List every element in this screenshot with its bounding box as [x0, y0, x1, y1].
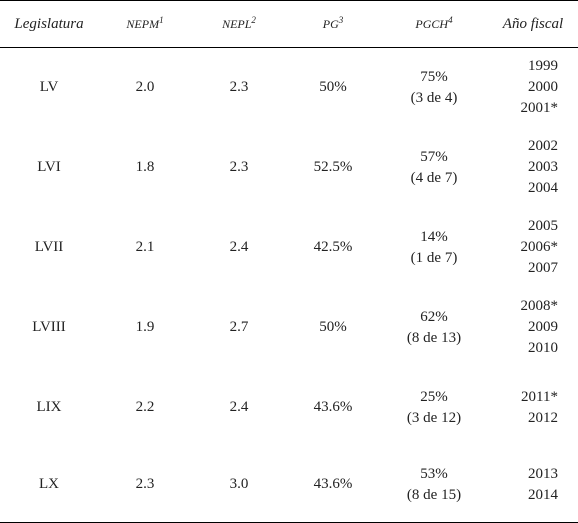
fiscal-year: 2003: [528, 159, 558, 175]
cell-nepm: 2.0: [135, 79, 155, 96]
cell-nepl: 2.7: [229, 319, 249, 335]
cell-anio-fiscal: 2008* 2009 2010: [488, 288, 578, 368]
table-row: LVIII 1.9 2.7 50% 62% (8 de 13) 2008* 20…: [0, 288, 578, 368]
fiscal-year: 2007: [528, 260, 558, 276]
header-legislatura-label: Legislatura: [14, 15, 84, 32]
cell-pg: 50%: [319, 79, 347, 96]
cell-anio-fiscal: 2005 2006* 2007: [488, 208, 578, 288]
table-row: LV 2.0 2.3 50% 75% (3 de 4) 1999 2000 20…: [0, 48, 578, 128]
pgch-fraction: (1 de 7): [410, 249, 458, 266]
pgch-percent: 25%: [420, 388, 448, 405]
pgch-fraction: (8 de 13): [406, 329, 462, 346]
header-nepm-footnote: 1: [159, 14, 164, 25]
fiscal-year: 2001*: [520, 100, 559, 117]
cell-nepm: 2.1: [135, 239, 155, 255]
cell-anio-fiscal: 2013 2014: [488, 447, 578, 523]
pgch-percent: 57%: [420, 148, 448, 165]
header-nepl-label: NEPL: [222, 16, 252, 31]
cell-pgch: 57% (4 de 7): [380, 128, 488, 208]
cell-anio-fiscal: 2011* 2012: [488, 368, 578, 448]
fiscal-year: 2000: [528, 79, 558, 96]
table-body: LV 2.0 2.3 50% 75% (3 de 4) 1999 2000 20…: [0, 48, 578, 523]
fiscal-year: 2006*: [520, 239, 559, 255]
header-pgch: PGCH4: [380, 0, 488, 48]
fiscal-year: 2004: [528, 180, 558, 196]
cell-pg: 50%: [319, 319, 347, 335]
cell-anio-fiscal: 1999 2000 2001*: [488, 48, 578, 128]
pgch-percent: 53%: [420, 465, 448, 482]
cell-nepl: 2.3: [229, 79, 249, 96]
pgch-fraction: (4 de 7): [410, 169, 458, 186]
header-legislatura: Legislatura: [0, 0, 98, 48]
cell-nepm: 1.9: [135, 319, 155, 335]
table-row: LVII 2.1 2.4 42.5% 14% (1 de 7) 2005 200…: [0, 208, 578, 288]
cell-legislatura: LV: [39, 79, 59, 96]
cell-nepl: 2.4: [229, 239, 249, 255]
fiscal-year: 2011*: [521, 388, 558, 405]
header-nepm-label: NEPM: [126, 16, 160, 31]
cell-legislatura: LX: [0, 447, 98, 523]
cell-nepm: 1.8: [135, 159, 155, 175]
pgch-percent: 75%: [420, 68, 448, 85]
header-nepm: NEPM1: [98, 0, 192, 48]
cell-pg: 42.5%: [313, 239, 353, 255]
header-pg: PG3: [286, 0, 380, 48]
header-pgch-label: PGCH: [415, 16, 449, 31]
table-row: LIX 2.2 2.4 43.6% 25% (3 de 12) 2011* 20…: [0, 368, 578, 448]
fiscal-year: 1999: [528, 58, 558, 75]
cell-nepm: 2.3: [98, 447, 192, 523]
cell-pgch: 62% (8 de 13): [380, 288, 488, 368]
cell-legislatura: LIX: [36, 399, 62, 415]
table-row: LX 2.3 3.0 43.6% 53% (8 de 15) 2013 2014: [0, 447, 578, 523]
fiscal-year: 2014: [528, 486, 558, 503]
pgch-percent: 62%: [420, 308, 448, 325]
header-pg-label: PG: [322, 16, 339, 31]
cell-legislatura: LVIII: [32, 319, 66, 335]
pgch-fraction: (3 de 4): [410, 89, 458, 106]
fiscal-year: 2002: [528, 138, 558, 154]
cell-pg: 52.5%: [313, 159, 353, 175]
cell-nepl: 3.0: [192, 447, 286, 523]
header-anio-label: Año fiscal: [502, 15, 564, 32]
cell-pgch: 75% (3 de 4): [380, 48, 488, 128]
cell-nepl: 2.4: [229, 399, 249, 415]
fiscal-year: 2010: [528, 340, 558, 356]
pgch-fraction: (8 de 15): [406, 486, 462, 503]
fiscal-year: 2009: [528, 319, 558, 335]
pgch-fraction: (3 de 12): [406, 409, 462, 426]
pgch-percent: 14%: [420, 228, 448, 245]
cell-pgch: 25% (3 de 12): [380, 368, 488, 448]
header-row: Legislatura NEPM1 NEPL2 PG3 PGCH4 Año fi…: [0, 0, 578, 48]
fiscal-year: 2005: [528, 218, 558, 234]
header-anio-fiscal: Año fiscal: [488, 0, 578, 48]
cell-legislatura: LVII: [34, 239, 64, 255]
cell-anio-fiscal: 2002 2003 2004: [488, 128, 578, 208]
cell-pgch: 14% (1 de 7): [380, 208, 488, 288]
cell-legislatura: LVI: [37, 159, 61, 175]
cell-nepm: 2.2: [135, 399, 155, 415]
cell-nepl: 2.3: [229, 159, 249, 175]
table-header: Legislatura NEPM1 NEPL2 PG3 PGCH4 Año fi…: [0, 0, 578, 48]
cell-pg: 43.6%: [286, 447, 380, 523]
cell-pg: 43.6%: [313, 399, 353, 415]
header-nepl-footnote: 2: [251, 14, 256, 25]
cell-pgch: 53% (8 de 15): [380, 447, 488, 523]
header-pg-footnote: 3: [338, 14, 344, 25]
header-nepl: NEPL2: [192, 0, 286, 48]
fiscal-year: 2008*: [520, 298, 559, 314]
fiscal-year: 2012: [528, 409, 558, 426]
table-row: LVI 1.8 2.3 52.5% 57% (4 de 7) 2002 2003…: [0, 128, 578, 208]
header-pgch-footnote: 4: [448, 14, 453, 25]
fiscal-year: 2013: [528, 465, 558, 482]
